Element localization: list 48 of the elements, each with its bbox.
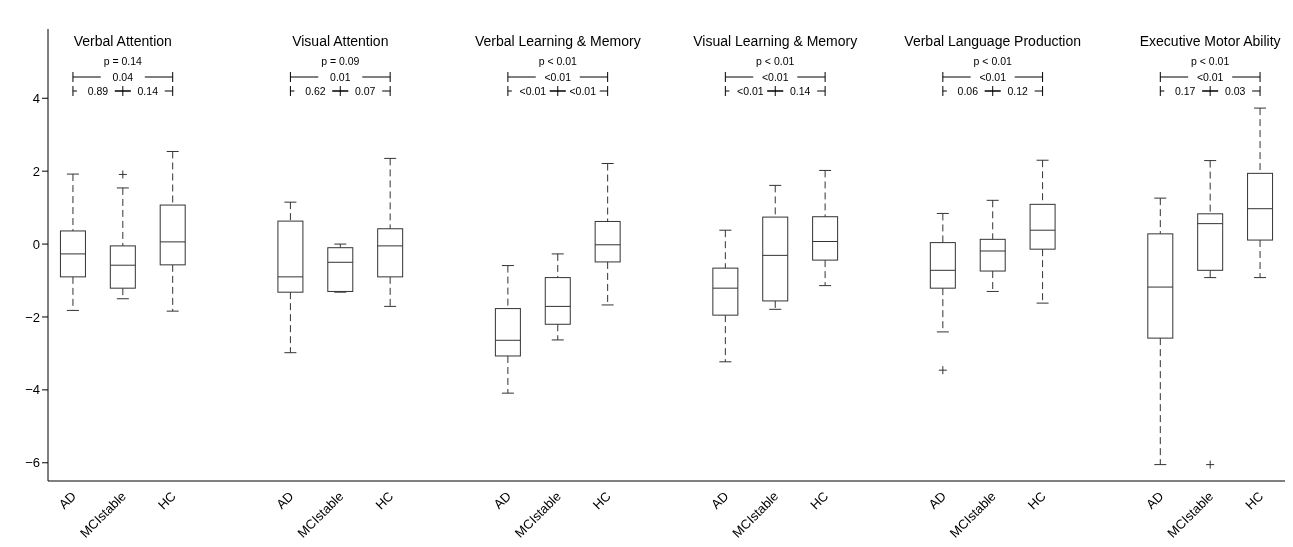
x-tick-label: HC bbox=[372, 488, 397, 513]
annotation: p < 0.01 bbox=[973, 55, 1012, 67]
x-tick-label: HC bbox=[807, 488, 832, 513]
annotation: Verbal Language Production bbox=[904, 33, 1082, 49]
annotation: 0.01 bbox=[330, 71, 351, 83]
y-tick-label: 0 bbox=[32, 236, 40, 252]
x-tick-label: AD bbox=[1143, 488, 1167, 512]
y-tick-label: −6 bbox=[25, 455, 40, 471]
annotation: 0.17 bbox=[1175, 85, 1196, 97]
annotation: p = 0.09 bbox=[321, 55, 360, 67]
annotation: Verbal Learning & Memory bbox=[474, 33, 641, 49]
x-tick-label: AD bbox=[708, 488, 732, 512]
y-tick-label: −4 bbox=[25, 382, 40, 398]
annotation: 0.03 bbox=[1224, 85, 1246, 97]
annotation: Executive Motor Ability bbox=[1139, 33, 1281, 49]
annotation: 0.14 bbox=[789, 85, 811, 97]
x-tick-label: AD bbox=[273, 488, 297, 512]
annotation: <0.01 bbox=[1196, 71, 1224, 83]
annotation: Verbal Attention bbox=[73, 33, 172, 49]
annotation: <0.01 bbox=[979, 71, 1007, 83]
annotation: 0.12 bbox=[1007, 85, 1029, 97]
annotation: <0.01 bbox=[519, 85, 547, 97]
annotation: 0.89 bbox=[87, 85, 109, 97]
annotation: Visual Learning & Memory bbox=[693, 33, 858, 49]
y-tick-label: −2 bbox=[25, 309, 40, 325]
annotation: 0.04 bbox=[112, 71, 134, 83]
y-tick-label: 2 bbox=[32, 163, 40, 179]
x-tick-label: AD bbox=[490, 488, 515, 512]
x-tick-label: HC bbox=[1242, 488, 1267, 513]
annotation: p < 0.01 bbox=[538, 55, 578, 67]
x-tick-label: AD bbox=[925, 488, 949, 512]
x-tick-label: HC bbox=[1024, 488, 1049, 513]
annotation: 0.06 bbox=[957, 85, 979, 97]
annotation: <0.01 bbox=[761, 71, 789, 83]
x-tick-label: HC bbox=[154, 488, 179, 513]
annotation: p = 0.14 bbox=[103, 55, 143, 67]
annotation: <0.01 bbox=[569, 85, 597, 97]
x-tick-label: HC bbox=[589, 488, 614, 513]
annotation: 0.62 bbox=[305, 85, 326, 97]
annotation: <0.01 bbox=[737, 85, 764, 97]
annotation: 0.07 bbox=[355, 85, 376, 97]
annotation: p < 0.01 bbox=[756, 55, 795, 67]
y-tick-label: 4 bbox=[32, 90, 40, 106]
annotation: 0.14 bbox=[137, 85, 159, 97]
annotation: <0.01 bbox=[544, 71, 572, 83]
x-tick-label: AD bbox=[55, 488, 80, 512]
annotation: Visual Attention bbox=[292, 33, 389, 49]
annotation: p < 0.01 bbox=[1191, 55, 1230, 67]
